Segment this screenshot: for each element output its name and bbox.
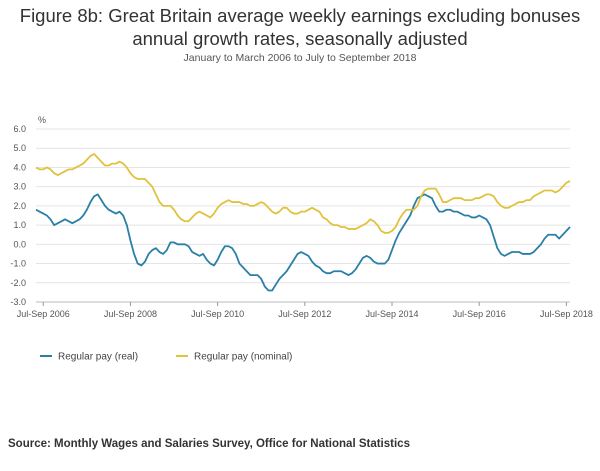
y-tick-label: 6.0 — [13, 124, 26, 134]
series-line-regular-pay-nominal — [35, 153, 571, 234]
x-tick-label: Jul-Sep 2016 — [453, 309, 506, 319]
y-tick-label: 4.0 — [13, 162, 26, 172]
legend: Regular pay (real) Regular pay (nominal) — [40, 352, 292, 363]
series-lines — [35, 153, 571, 292]
y-tick-label: -3.0 — [10, 297, 26, 307]
series-line-regular-pay-real — [35, 193, 571, 292]
legend-item-regular-pay-real: Regular pay (real) — [40, 352, 138, 363]
y-tick-label: 2.0 — [13, 201, 26, 211]
chart-title: Figure 8b: Great Britain average weekly … — [19, 5, 581, 49]
x-tick-label: Jul-Sep 2014 — [365, 309, 418, 319]
y-tick-label: -1.0 — [10, 259, 26, 269]
source-note: Source: Monthly Wages and Salaries Surve… — [8, 438, 410, 450]
y-tick-label: 1.0 — [13, 220, 26, 230]
x-tick-label: Jul-Sep 2010 — [191, 309, 244, 319]
x-tick-label: Jul-Sep 2006 — [17, 309, 70, 319]
x-tick-label: Jul-Sep 2018 — [540, 309, 593, 319]
legend-label: Regular pay (real) — [58, 352, 138, 363]
y-tick-label: 0.0 — [13, 239, 26, 249]
legend-item-regular-pay-nominal: Regular pay (nominal) — [176, 352, 292, 363]
y-axis-unit-label: % — [38, 115, 46, 125]
y-axis-ticks: 6.0 5.0 4.0 3.0 2.0 1.0 0.0 -1.0 -2.0 -3.0 — [10, 124, 26, 307]
x-tick-label: Jul-Sep 2012 — [278, 309, 331, 319]
chart-subtitle: January to March 2006 to July to Septemb… — [183, 52, 417, 64]
y-tick-label: 3.0 — [13, 182, 26, 192]
x-tick-label: Jul-Sep 2008 — [104, 309, 157, 319]
y-tick-label: 5.0 — [13, 143, 26, 153]
legend-label: Regular pay (nominal) — [194, 352, 292, 363]
x-axis: Jul-Sep 2006 Jul-Sep 2008 Jul-Sep 2010 Jul-… — [17, 302, 593, 319]
y-tick-label: -2.0 — [10, 278, 26, 288]
gridlines — [36, 128, 570, 303]
